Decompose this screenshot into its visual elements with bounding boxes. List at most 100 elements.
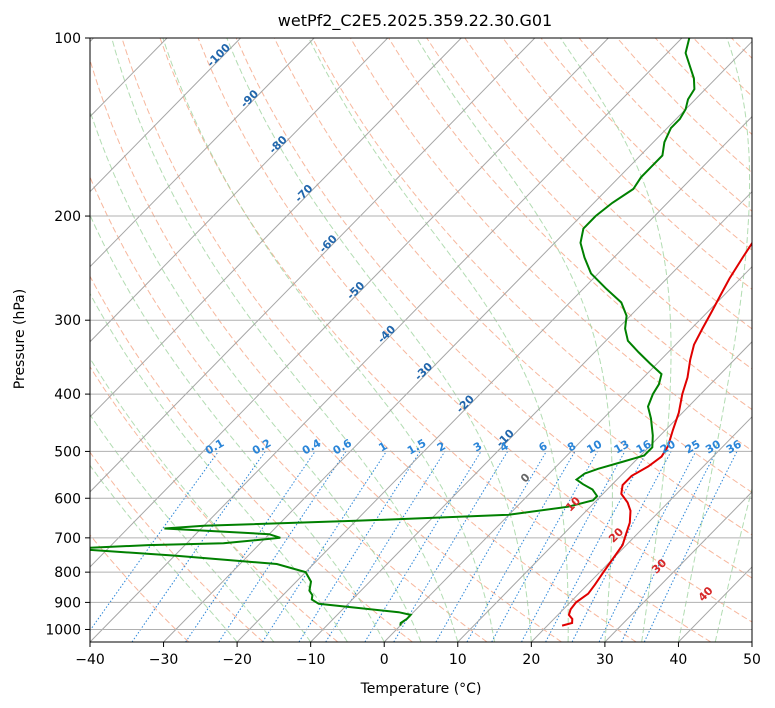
mixing-ratio-label: 8 <box>565 439 578 454</box>
x-tick-label: 0 <box>380 652 389 668</box>
axis-ticks: −40 −30 −20 −10 0 10 20 30 40 5010020030040050060… <box>45 31 761 668</box>
dewpoint-profile <box>90 38 696 626</box>
mixing-ratio-label: 36 <box>724 437 744 456</box>
mixing-ratio-line <box>621 451 717 642</box>
dry-adiabat <box>693 38 752 97</box>
y-axis-label: Pressure (hPa) <box>12 289 28 389</box>
dry-adiabat <box>90 58 562 642</box>
mixing-ratio-label: 0.6 <box>331 436 355 457</box>
y-tick-label: 400 <box>54 387 81 403</box>
dry-adiabat <box>90 451 264 642</box>
mixing-ratio-line <box>364 451 482 642</box>
moist-adiabat <box>162 38 496 642</box>
dry-adiabat <box>159 38 712 642</box>
moist-adiabat <box>90 357 312 642</box>
moist-adiabat <box>111 38 459 642</box>
moist-adiabat <box>677 38 751 642</box>
mixing-ratio-label: 30 <box>703 437 723 456</box>
isotherm <box>530 416 752 642</box>
mixing-ratio-line <box>131 451 266 642</box>
dry-adiabat <box>502 38 752 290</box>
x-tick-label: 40 <box>670 652 688 668</box>
dry-adiabat <box>654 38 752 136</box>
mixing-ratio-label: 0.2 <box>250 436 273 457</box>
dry-adiabat <box>426 38 752 370</box>
isotherm <box>457 341 752 642</box>
moist-adiabat <box>90 213 385 642</box>
mixing-ratio-label: 10 <box>584 437 604 456</box>
dry-adiabat-label: -70 <box>292 182 315 205</box>
isotherm <box>310 190 752 642</box>
dry-adiabat <box>90 175 488 642</box>
dry-adiabat <box>197 38 752 623</box>
isotherm <box>604 491 752 642</box>
dry-adiabat-label: -100 <box>204 41 233 70</box>
y-tick-label: 700 <box>54 531 81 547</box>
dry-adiabat-label: -90 <box>238 87 261 110</box>
mixing-ratio-line <box>298 451 421 642</box>
y-tick-label: 900 <box>54 595 81 611</box>
y-tick-label: 500 <box>54 444 81 460</box>
x-tick-label: 10 <box>449 652 467 668</box>
mixing-ratio-line <box>262 451 387 642</box>
isotherm <box>90 38 241 193</box>
isotherm <box>90 38 683 642</box>
dry-adiabat-label: -80 <box>267 133 290 156</box>
mixing-ratio-line <box>571 451 672 642</box>
mixing-ratio-line <box>90 451 219 632</box>
dry-adiabat <box>350 38 752 452</box>
x-tick-label: −10 <box>296 652 326 668</box>
x-tick-label: −40 <box>75 652 105 668</box>
mixing-ratio-line <box>185 451 316 642</box>
chart-title: wetPf2_C2E5.2025.359.22.30.G01 <box>278 11 552 31</box>
mixing-ratio-label: 0.1 <box>203 436 226 457</box>
moist-adiabat <box>226 38 532 642</box>
isotherm <box>751 641 752 642</box>
mixing-ratio-label: 6 <box>536 439 549 454</box>
moist-adiabat <box>90 292 348 642</box>
mixing-ratio-line <box>491 451 598 642</box>
moist-adiabat <box>416 38 613 642</box>
mixing-ratio-label: 16 <box>634 437 654 456</box>
mixing-ratio-label: 1 <box>376 439 389 454</box>
x-tick-label: 50 <box>743 652 761 668</box>
y-tick-label: 100 <box>54 31 81 47</box>
dry-adiabat-label: -60 <box>317 232 340 255</box>
dry-adiabat <box>311 38 752 493</box>
isotherm <box>90 38 389 343</box>
isotherm <box>90 38 536 493</box>
isotherm <box>163 40 752 642</box>
dry-adiabat-label: -20 <box>454 392 477 415</box>
isotherm <box>90 38 315 268</box>
moist-adiabat-label: 10 <box>563 494 583 514</box>
mixing-ratio-label: 20 <box>658 437 678 456</box>
isotherm <box>90 38 609 568</box>
mixing-ratio-label: 13 <box>612 438 632 457</box>
mixing-ratio-line <box>643 451 738 642</box>
y-tick-label: 300 <box>54 313 81 329</box>
dry-adiabat <box>273 38 752 536</box>
x-axis-label: Temperature (°C) <box>360 681 482 697</box>
dry-adiabat <box>464 38 752 330</box>
dry-adiabat <box>770 38 775 642</box>
mixing-ratio-line <box>545 451 648 642</box>
moist-adiabat-label: 40 <box>696 584 716 604</box>
mixing-ratio-line <box>466 451 576 642</box>
dry-adiabat-label: -40 <box>375 322 398 345</box>
dry-adiabat <box>121 38 637 642</box>
plot-area: -100-90-80-70-60-50-40-30-20-100.1 0.2 0.4… <box>90 38 775 642</box>
y-tick-label: 600 <box>54 491 81 507</box>
mixing-ratio-line <box>521 451 626 642</box>
mixing-ratio-label: 0.4 <box>300 436 324 457</box>
plot-frame <box>89 37 753 643</box>
x-tick-label: −30 <box>149 652 179 668</box>
x-tick-label: 30 <box>596 652 614 668</box>
mixing-ratio-line <box>325 451 446 642</box>
mixing-ratio-line <box>218 451 347 642</box>
dry-adiabat <box>731 38 752 59</box>
mixing-ratio-label: 1.5 <box>405 436 428 457</box>
isotherm <box>383 266 752 642</box>
dry-adiabat <box>90 534 190 642</box>
dry-adiabat <box>90 275 413 642</box>
